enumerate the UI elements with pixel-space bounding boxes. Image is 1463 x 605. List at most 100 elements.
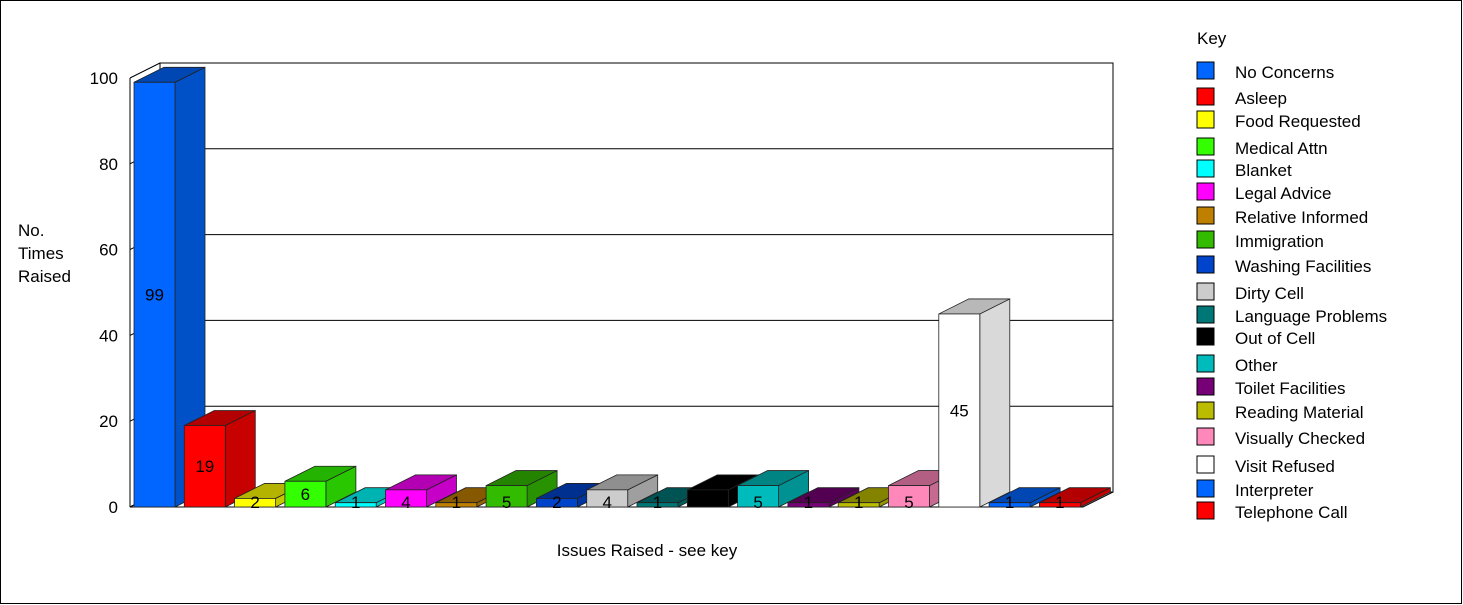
data-label: 4 <box>401 493 410 512</box>
legend-swatch <box>1196 377 1215 396</box>
bar-front <box>435 502 478 508</box>
gridline-side-5 <box>129 62 161 79</box>
data-label: 2 <box>250 493 259 512</box>
y-axis-label-line-3: Raised <box>18 267 71 286</box>
data-label: 19 <box>195 457 214 476</box>
legend-label: Relative Informed <box>1235 208 1368 227</box>
legend-swatch <box>1196 455 1215 474</box>
legend-swatch <box>1196 182 1215 201</box>
legend-item: Washing Facilities <box>1196 255 1371 276</box>
y-tick-label: 0 <box>109 498 118 517</box>
legend-item: Out of Cell <box>1196 327 1315 348</box>
bar-12: 5 <box>737 469 809 512</box>
data-label: 5 <box>753 493 762 512</box>
bar-1: 19 <box>183 409 256 508</box>
y-tick-label: 100 <box>90 69 118 88</box>
bar-front <box>988 502 1031 508</box>
y-axis-label-line-1: No. <box>18 221 44 240</box>
legend-item: No Concerns <box>1196 61 1334 82</box>
legend-swatch <box>1196 282 1215 301</box>
legend-item: Interpreter <box>1196 479 1314 500</box>
data-label: 5 <box>502 493 511 512</box>
y-tick-label: 40 <box>99 326 118 345</box>
bar-front <box>334 502 377 508</box>
legend-swatch <box>1196 137 1215 156</box>
y-tick-label: 60 <box>99 241 118 260</box>
legend-label: Medical Attn <box>1235 139 1328 158</box>
legend-label: Visit Refused <box>1235 457 1335 476</box>
bar-front <box>234 498 277 508</box>
legend-label: Legal Advice <box>1235 184 1331 203</box>
bar-9: 4 <box>586 474 659 512</box>
legend-label: Language Problems <box>1235 307 1387 326</box>
bar-13: 1 <box>787 487 860 512</box>
bar-16: 45 <box>938 298 1011 508</box>
bar-front <box>837 502 880 508</box>
data-label: 1 <box>1055 493 1064 512</box>
legend-swatch <box>1196 401 1215 420</box>
bar-front <box>787 502 830 508</box>
bar-front <box>385 489 427 508</box>
bar-front <box>586 489 629 508</box>
legend-swatch <box>1196 501 1215 520</box>
bar-front <box>284 480 327 508</box>
data-label: 1 <box>653 493 662 512</box>
y-axis: 0 20 40 60 80 100 <box>90 69 131 517</box>
legend-swatch <box>1196 61 1215 80</box>
legend-label: Blanket <box>1235 161 1292 180</box>
bar-side <box>979 298 1011 508</box>
legend-item: Other <box>1196 354 1278 375</box>
data-label: 99 <box>145 286 164 305</box>
bar-0: 99 <box>133 66 206 508</box>
legend-item: Language Problems <box>1196 305 1387 326</box>
legend-label: Visually Checked <box>1235 429 1365 448</box>
bar-18: 1 <box>1039 487 1111 512</box>
legend-item: Visit Refused <box>1196 455 1335 476</box>
bars: 99 19 2 6 1 4 1 5 2 4 1 5 1 1 5 45 1 1 <box>133 66 1111 512</box>
data-label: 4 <box>602 493 611 512</box>
legend-label: Dirty Cell <box>1235 284 1304 303</box>
legend-item: Asleep <box>1196 87 1287 108</box>
legend-item: Visually Checked <box>1196 427 1365 448</box>
bar-front <box>737 485 779 508</box>
legend-label: Interpreter <box>1235 481 1314 500</box>
legend-swatch <box>1196 305 1215 324</box>
legend-swatch <box>1196 255 1215 274</box>
data-label: 2 <box>552 493 561 512</box>
legend-swatch <box>1196 87 1215 106</box>
bar-front <box>686 489 729 508</box>
legend-swatch <box>1196 206 1215 225</box>
bar-3: 6 <box>284 465 357 508</box>
legend-item: Telephone Call <box>1196 501 1347 522</box>
data-label: 1 <box>351 493 360 512</box>
legend-swatch <box>1196 159 1215 178</box>
legend-swatch <box>1196 354 1215 373</box>
legend-label: Asleep <box>1235 89 1287 108</box>
legend-item: Relative Informed <box>1196 206 1368 227</box>
legend-label: Toilet Facilities <box>1235 379 1346 398</box>
legend-swatch <box>1196 230 1215 249</box>
legend-label: No Concerns <box>1235 63 1334 82</box>
bar-front <box>133 81 176 508</box>
data-label: 6 <box>301 485 310 504</box>
legend-swatch <box>1196 427 1215 446</box>
legend-label: Food Requested <box>1235 112 1361 131</box>
y-tick-label: 20 <box>99 412 118 431</box>
legend-item: Blanket <box>1196 159 1292 180</box>
bar-front <box>1039 502 1081 508</box>
legend-item: Legal Advice <box>1196 182 1331 203</box>
legend-item: Dirty Cell <box>1196 282 1304 303</box>
y-axis-label-line-2: Times <box>18 244 64 263</box>
legend-swatch <box>1196 110 1215 129</box>
legend-item: Food Requested <box>1196 110 1361 131</box>
data-label: 1 <box>1005 493 1014 512</box>
bar-front <box>636 502 679 508</box>
legend-label: Washing Facilities <box>1235 257 1371 276</box>
legend-label: Other <box>1235 356 1278 375</box>
data-label: 1 <box>452 493 461 512</box>
legend: Key No Concerns Asleep Food Requested Medic… <box>1196 29 1387 522</box>
legend-item: Medical Attn <box>1196 137 1328 158</box>
legend-label: Out of Cell <box>1235 329 1315 348</box>
legend-label: Immigration <box>1235 232 1324 251</box>
legend-swatch <box>1196 479 1215 498</box>
